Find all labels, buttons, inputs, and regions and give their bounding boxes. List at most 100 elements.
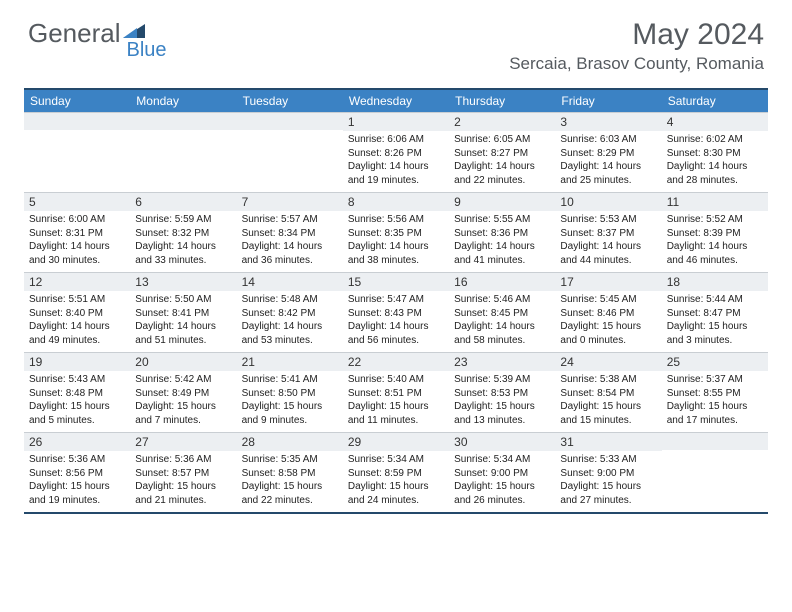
sunrise-text: Sunrise: 5:45 AM xyxy=(560,293,656,307)
daylight-text: Daylight: 15 hours and 11 minutes. xyxy=(348,400,444,427)
day-cell: 20Sunrise: 5:42 AMSunset: 8:49 PMDayligh… xyxy=(130,352,236,432)
sunrise-text: Sunrise: 5:55 AM xyxy=(454,213,550,227)
daylight-text: Daylight: 15 hours and 7 minutes. xyxy=(135,400,231,427)
day-details: Sunrise: 5:37 AMSunset: 8:55 PMDaylight:… xyxy=(662,371,768,431)
day-number: 22 xyxy=(343,352,449,371)
day-details: Sunrise: 5:46 AMSunset: 8:45 PMDaylight:… xyxy=(449,291,555,351)
day-cell: 24Sunrise: 5:38 AMSunset: 8:54 PMDayligh… xyxy=(555,352,661,432)
daylight-text: Daylight: 15 hours and 13 minutes. xyxy=(454,400,550,427)
location-text: Sercaia, Brasov County, Romania xyxy=(509,54,764,74)
sunset-text: Sunset: 8:59 PM xyxy=(348,467,444,481)
sunrise-text: Sunrise: 5:38 AM xyxy=(560,373,656,387)
daylight-text: Daylight: 14 hours and 33 minutes. xyxy=(135,240,231,267)
day-number: 29 xyxy=(343,432,449,451)
day-cell: 12Sunrise: 5:51 AMSunset: 8:40 PMDayligh… xyxy=(24,272,130,352)
sunrise-text: Sunrise: 5:43 AM xyxy=(29,373,125,387)
day-details: Sunrise: 5:51 AMSunset: 8:40 PMDaylight:… xyxy=(24,291,130,351)
day-number: 27 xyxy=(130,432,236,451)
sunset-text: Sunset: 8:42 PM xyxy=(242,307,338,321)
sunset-text: Sunset: 8:30 PM xyxy=(667,147,763,161)
sunrise-text: Sunrise: 5:42 AM xyxy=(135,373,231,387)
day-details: Sunrise: 5:57 AMSunset: 8:34 PMDaylight:… xyxy=(237,211,343,271)
sunset-text: Sunset: 8:32 PM xyxy=(135,227,231,241)
day-cell: 29Sunrise: 5:34 AMSunset: 8:59 PMDayligh… xyxy=(343,432,449,512)
day-details: Sunrise: 5:56 AMSunset: 8:35 PMDaylight:… xyxy=(343,211,449,271)
week-row: 12Sunrise: 5:51 AMSunset: 8:40 PMDayligh… xyxy=(24,272,768,352)
daylight-text: Daylight: 14 hours and 28 minutes. xyxy=(667,160,763,187)
day-number: 11 xyxy=(662,192,768,211)
daylight-text: Daylight: 14 hours and 56 minutes. xyxy=(348,320,444,347)
day-header: Saturday xyxy=(662,90,768,112)
day-cell xyxy=(130,112,236,192)
day-cell xyxy=(662,432,768,512)
day-number: 13 xyxy=(130,272,236,291)
daylight-text: Daylight: 14 hours and 38 minutes. xyxy=(348,240,444,267)
day-cell: 14Sunrise: 5:48 AMSunset: 8:42 PMDayligh… xyxy=(237,272,343,352)
day-details: Sunrise: 6:05 AMSunset: 8:27 PMDaylight:… xyxy=(449,131,555,191)
logo-text-blue: Blue xyxy=(127,39,167,62)
day-number xyxy=(662,432,768,450)
sunset-text: Sunset: 8:47 PM xyxy=(667,307,763,321)
day-header: Monday xyxy=(130,90,236,112)
day-cell: 6Sunrise: 5:59 AMSunset: 8:32 PMDaylight… xyxy=(130,192,236,272)
daylight-text: Daylight: 15 hours and 21 minutes. xyxy=(135,480,231,507)
sunset-text: Sunset: 8:29 PM xyxy=(560,147,656,161)
day-details: Sunrise: 5:55 AMSunset: 8:36 PMDaylight:… xyxy=(449,211,555,271)
weeks-container: 1 Sunrise: 6:06 AMSunset: 8:26 PM Daylight… xyxy=(24,112,768,512)
sunrise-text: Sunrise: 5:33 AM xyxy=(560,453,656,467)
day-details: Sunrise: 5:36 AMSunset: 8:57 PMDaylight:… xyxy=(130,451,236,511)
day-number xyxy=(24,112,130,130)
sunrise-text: Sunrise: 6:03 AM xyxy=(560,133,656,147)
daylight-text: Daylight: 15 hours and 17 minutes. xyxy=(667,400,763,427)
sunrise-text: Sunrise: 5:34 AM xyxy=(348,453,444,467)
sunset-text: Sunset: 8:31 PM xyxy=(29,227,125,241)
daylight-text: Daylight: 14 hours and 53 minutes. xyxy=(242,320,338,347)
daylight-text: Daylight: 15 hours and 27 minutes. xyxy=(560,480,656,507)
sunset-text: Sunset: 8:43 PM xyxy=(348,307,444,321)
daylight-text: Daylight: 14 hours and 49 minutes. xyxy=(29,320,125,347)
sunset-text: Sunset: 8:58 PM xyxy=(242,467,338,481)
sunrise-text: Sunrise: 5:34 AM xyxy=(454,453,550,467)
day-details: Sunrise: 5:38 AMSunset: 8:54 PMDaylight:… xyxy=(555,371,661,431)
day-details: Sunrise: 5:47 AMSunset: 8:43 PMDaylight:… xyxy=(343,291,449,351)
day-header: Friday xyxy=(555,90,661,112)
sunset-text: Sunset: 8:37 PM xyxy=(560,227,656,241)
day-details: Sunrise: 5:59 AMSunset: 8:32 PMDaylight:… xyxy=(130,211,236,271)
day-details: Sunrise: 5:34 AMSunset: 9:00 PMDaylight:… xyxy=(449,451,555,511)
day-cell: 21Sunrise: 5:41 AMSunset: 8:50 PMDayligh… xyxy=(237,352,343,432)
sunrise-text: Sunrise: 5:52 AM xyxy=(667,213,763,227)
day-header: Tuesday xyxy=(237,90,343,112)
day-details: Sunrise: 5:42 AMSunset: 8:49 PMDaylight:… xyxy=(130,371,236,431)
sunrise-text: Sunrise: 6:06 AM xyxy=(348,133,444,147)
sunrise-text: Sunrise: 5:37 AM xyxy=(667,373,763,387)
day-number xyxy=(237,112,343,130)
sunset-text: Sunset: 8:48 PM xyxy=(29,387,125,401)
day-cell: 15Sunrise: 5:47 AMSunset: 8:43 PMDayligh… xyxy=(343,272,449,352)
day-header: Sunday xyxy=(24,90,130,112)
daylight-text: Daylight: 15 hours and 5 minutes. xyxy=(29,400,125,427)
week-row: 26Sunrise: 5:36 AMSunset: 8:56 PMDayligh… xyxy=(24,432,768,512)
sunset-text: Sunset: 9:00 PM xyxy=(454,467,550,481)
day-number: 24 xyxy=(555,352,661,371)
day-cell: 8Sunrise: 5:56 AMSunset: 8:35 PMDaylight… xyxy=(343,192,449,272)
sunset-text: Sunset: 8:50 PM xyxy=(242,387,338,401)
day-details: Sunrise: 5:44 AMSunset: 8:47 PMDaylight:… xyxy=(662,291,768,351)
week-row: 19Sunrise: 5:43 AMSunset: 8:48 PMDayligh… xyxy=(24,352,768,432)
day-cell: 13Sunrise: 5:50 AMSunset: 8:41 PMDayligh… xyxy=(130,272,236,352)
sunrise-text: Sunrise: 5:36 AM xyxy=(135,453,231,467)
sunset-text: Sunset: 8:26 PM xyxy=(348,147,444,161)
daylight-text: Daylight: 14 hours and 25 minutes. xyxy=(560,160,656,187)
day-number: 20 xyxy=(130,352,236,371)
day-number: 1 xyxy=(343,112,449,131)
day-number: 7 xyxy=(237,192,343,211)
day-number: 21 xyxy=(237,352,343,371)
day-number: 19 xyxy=(24,352,130,371)
day-cell: 18Sunrise: 5:44 AMSunset: 8:47 PMDayligh… xyxy=(662,272,768,352)
week-row: 1 Sunrise: 6:06 AMSunset: 8:26 PM Daylight… xyxy=(24,112,768,192)
sunrise-text: Sunrise: 5:36 AM xyxy=(29,453,125,467)
day-number: 8 xyxy=(343,192,449,211)
sunset-text: Sunset: 8:55 PM xyxy=(667,387,763,401)
sunrise-text: Sunrise: 5:53 AM xyxy=(560,213,656,227)
day-number: 10 xyxy=(555,192,661,211)
day-cell: 19 Sunrise: 5:43 AMSunset: 8:48 PMDayligh… xyxy=(24,352,130,432)
